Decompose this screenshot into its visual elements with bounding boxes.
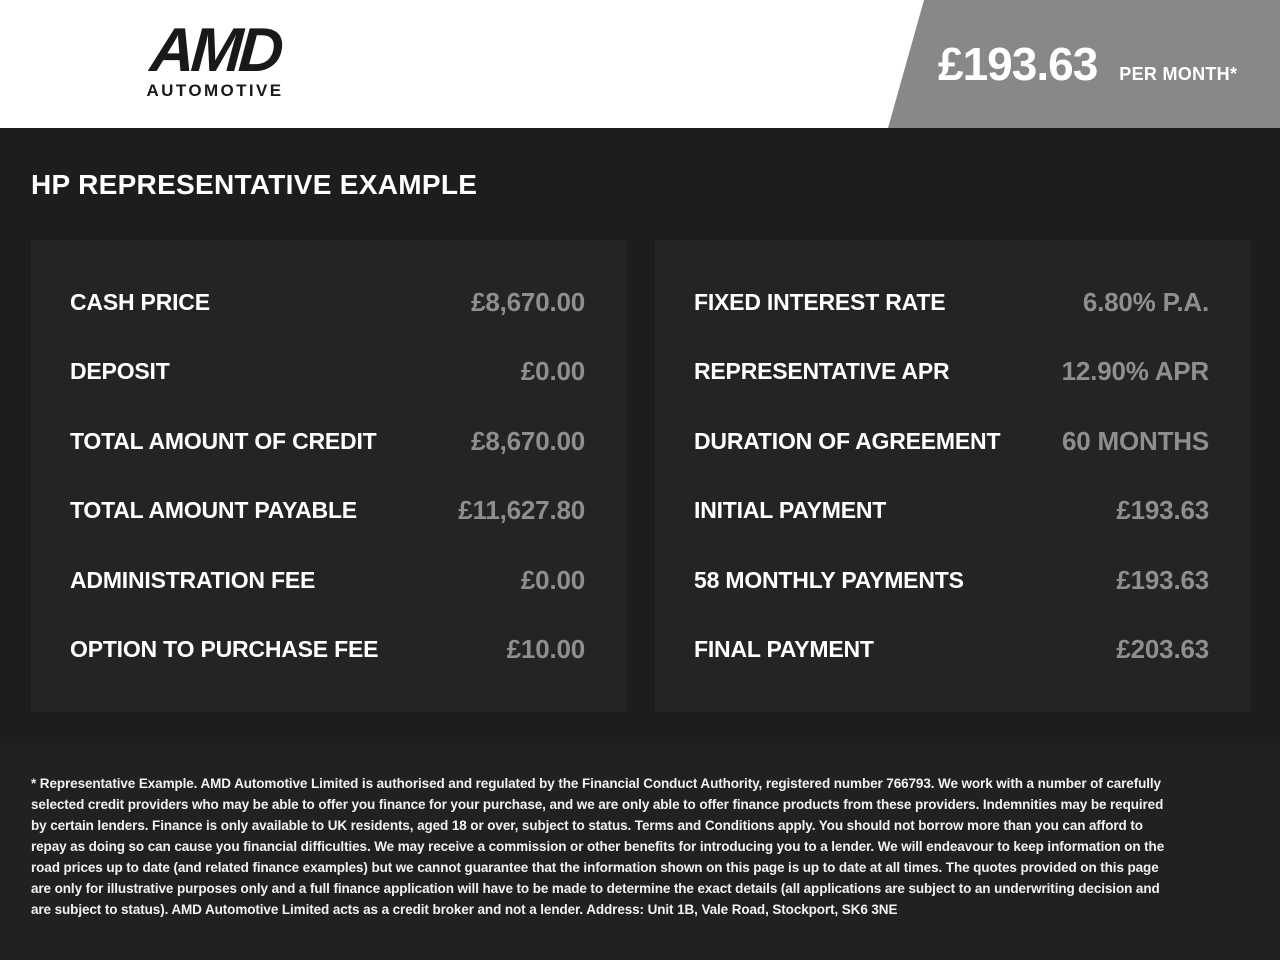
finance-label: FIXED INTEREST RATE	[694, 288, 946, 315]
finance-panels: CASH PRICE £8,670.00 DEPOSIT £0.00 TOTAL…	[31, 240, 1251, 712]
finance-panel-terms: FIXED INTEREST RATE 6.80% P.A. REPRESENT…	[655, 240, 1251, 712]
finance-label: DEPOSIT	[70, 358, 170, 385]
finance-value: 6.80% P.A.	[1082, 286, 1209, 317]
finance-panel-amounts: CASH PRICE £8,670.00 DEPOSIT £0.00 TOTAL…	[31, 240, 627, 712]
monthly-price-banner: £193.63 PER MONTH*	[888, 0, 1280, 128]
page-title: HP REPRESENTATIVE EXAMPLE	[31, 169, 478, 200]
finance-label: OPTION TO PURCHASE FEE	[70, 636, 379, 663]
finance-label: DURATION OF AGREEMENT	[694, 427, 1001, 454]
finance-row-option-to-purchase-fee: OPTION TO PURCHASE FEE £10.00	[70, 618, 585, 682]
finance-row-deposit: DEPOSIT £0.00	[70, 340, 585, 404]
finance-value: £8,670.00	[471, 425, 585, 456]
monthly-price-amount: £193.63	[938, 38, 1098, 90]
finance-value: £10.00	[506, 634, 586, 665]
finance-label: TOTAL AMOUNT PAYABLE	[70, 497, 357, 524]
header: AMD AUTOMOTIVE £193.63 PER MONTH*	[0, 0, 1280, 128]
monthly-price-period: PER MONTH*	[1119, 64, 1238, 84]
disclaimer-text: * Representative Example. AMD Automotive…	[31, 776, 1165, 917]
brand-logo-subtitle: AUTOMOTIVE	[146, 81, 284, 100]
brand-logo[interactable]: AMD AUTOMOTIVE	[140, 16, 290, 101]
finance-label: INITIAL PAYMENT	[694, 497, 887, 524]
finance-label: 58 MONTHLY PAYMENTS	[694, 566, 964, 593]
finance-value: 60 MONTHS	[1061, 425, 1209, 456]
finance-row-cash-price: CASH PRICE £8,670.00	[70, 270, 585, 334]
main-content: HP REPRESENTATIVE EXAMPLE CASH PRICE £8,…	[0, 128, 1280, 743]
finance-value: 12.90% APR	[1061, 356, 1210, 387]
finance-value: £203.63	[1116, 634, 1209, 665]
brand-logo-name: AMD	[148, 16, 283, 85]
finance-row-representative-apr: REPRESENTATIVE APR 12.90% APR	[694, 340, 1209, 404]
finance-row-final-payment: FINAL PAYMENT £203.63	[694, 618, 1209, 682]
finance-row-admin-fee: ADMINISTRATION FEE £0.00	[70, 548, 585, 612]
footer: * Representative Example. AMD Automotive…	[0, 743, 1280, 960]
finance-label: TOTAL AMOUNT OF CREDIT	[70, 427, 377, 454]
finance-label: CASH PRICE	[70, 288, 210, 315]
finance-value: £8,670.00	[471, 286, 585, 317]
finance-label: REPRESENTATIVE APR	[694, 358, 950, 385]
finance-label: FINAL PAYMENT	[694, 636, 874, 663]
finance-row-fixed-interest-rate: FIXED INTEREST RATE 6.80% P.A.	[694, 270, 1209, 334]
finance-row-total-payable: TOTAL AMOUNT PAYABLE £11,627.80	[70, 479, 585, 543]
finance-value: £11,627.80	[458, 495, 585, 526]
finance-row-initial-payment: INITIAL PAYMENT £193.63	[694, 479, 1209, 543]
finance-value: £0.00	[520, 356, 585, 387]
finance-row-monthly-payments: 58 MONTHLY PAYMENTS £193.63	[694, 548, 1209, 612]
finance-value: £193.63	[1116, 564, 1209, 595]
finance-row-total-credit: TOTAL AMOUNT OF CREDIT £8,670.00	[70, 409, 585, 473]
finance-value: £0.00	[520, 564, 585, 595]
finance-row-duration: DURATION OF AGREEMENT 60 MONTHS	[694, 409, 1209, 473]
finance-value: £193.63	[1116, 495, 1209, 526]
finance-label: ADMINISTRATION FEE	[70, 566, 316, 593]
monthly-price-inner: £193.63 PER MONTH*	[938, 37, 1237, 91]
